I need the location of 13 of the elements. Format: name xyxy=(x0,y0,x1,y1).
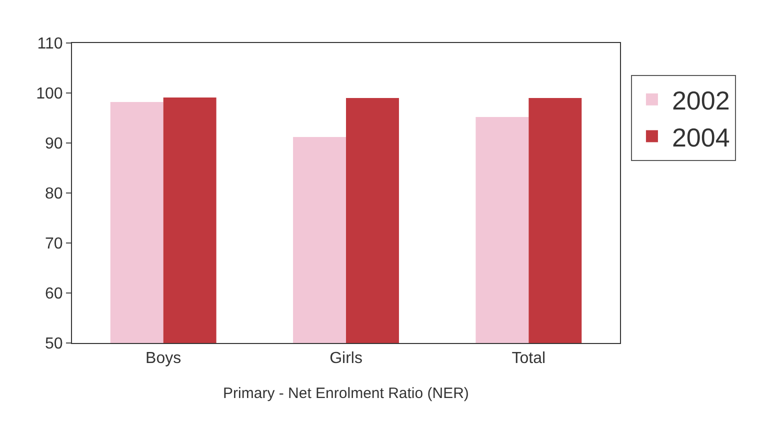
legend-label: 2004 xyxy=(672,122,730,152)
y-tick-label: 50 xyxy=(45,336,63,353)
x-tick-label: Girls xyxy=(330,350,362,368)
x-tick-label: Boys xyxy=(146,350,182,368)
legend-label: 2002 xyxy=(672,86,730,116)
y-tick-label: 110 xyxy=(37,36,63,53)
y-tick-label: 100 xyxy=(36,86,63,103)
x-tick-label: Total xyxy=(512,350,546,368)
y-tick-label: 60 xyxy=(45,286,63,303)
y-tick-label: 80 xyxy=(45,186,63,203)
y-tick-label: 90 xyxy=(45,136,63,153)
y-tick-label: 70 xyxy=(45,236,63,253)
x-axis-title: Primary - Net Enrolment Ratio (NER) xyxy=(223,385,469,402)
